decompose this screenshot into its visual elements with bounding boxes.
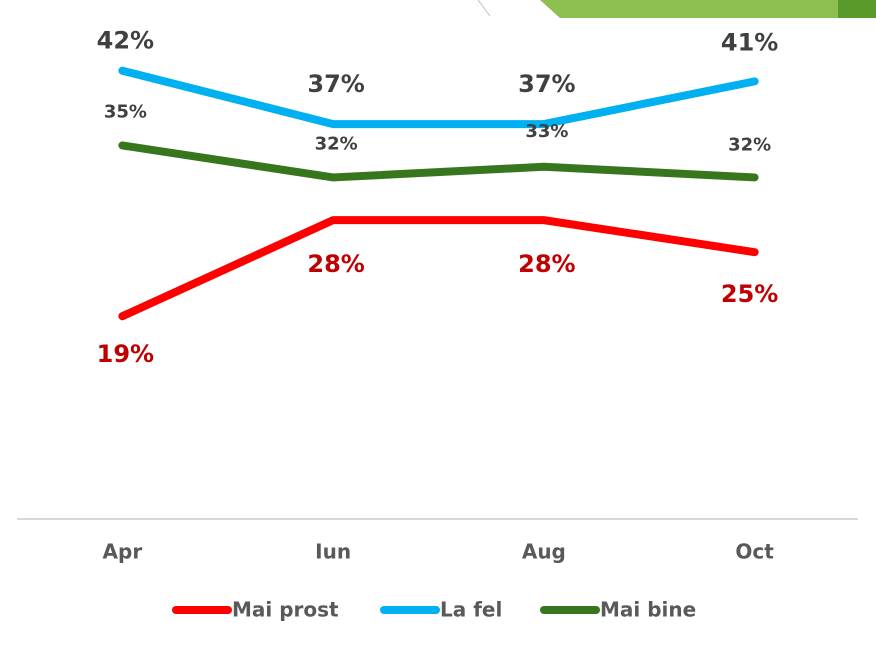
- series-line: [118, 141, 759, 182]
- data-label: 42%: [97, 27, 154, 55]
- data-label: 28%: [518, 250, 575, 278]
- data-label: 28%: [307, 250, 364, 278]
- series-line: [118, 216, 759, 321]
- data-label: 33%: [525, 121, 568, 142]
- decoration: [540, 0, 876, 18]
- x-tick-label: Iun: [315, 540, 351, 564]
- data-label: 25%: [721, 280, 778, 308]
- data-label: 19%: [97, 340, 154, 368]
- legend-label: La fel: [440, 598, 502, 622]
- series-line: [118, 66, 759, 129]
- data-label: 41%: [721, 28, 778, 56]
- data-label: 35%: [104, 101, 147, 122]
- x-tick-label: Oct: [735, 540, 774, 564]
- data-label: 32%: [728, 134, 771, 155]
- decoration: [838, 0, 876, 18]
- data-label: 37%: [518, 70, 575, 98]
- legend-label: Mai prost: [232, 598, 339, 622]
- x-tick-label: Aug: [522, 540, 566, 564]
- decoration: [477, 0, 491, 17]
- data-label: 37%: [307, 70, 364, 98]
- legend-label: Mai bine: [600, 598, 696, 622]
- data-label: 32%: [315, 133, 358, 154]
- x-tick-label: Apr: [103, 540, 143, 564]
